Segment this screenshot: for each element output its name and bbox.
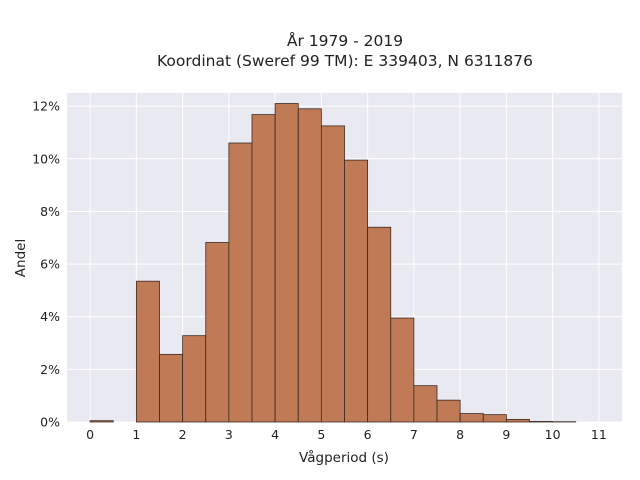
histogram-bar [297,108,322,423]
histogram-bar [135,280,160,423]
histogram-bar [459,413,484,423]
chart-title-line-1: År 1979 - 2019 [287,31,403,50]
y-tick-label: 2% [40,362,60,377]
x-axis-ticks: 0 1 2 3 4 5 6 7 8 9 10 11 [86,427,607,442]
histogram-bar [367,226,392,423]
histogram-bar [320,125,345,423]
y-tick-label: 12% [32,99,60,114]
x-tick-label: 5 [317,427,325,442]
histogram-bar [529,421,554,423]
x-tick-label: 4 [271,427,279,442]
y-tick-label: 10% [32,151,60,166]
x-tick-label: 11 [591,427,607,442]
y-tick-label: 0% [40,415,60,430]
histogram-bar [436,399,461,423]
x-tick-label: 2 [179,427,187,442]
x-tick-label: 3 [225,427,233,442]
x-tick-label: 6 [364,427,372,442]
x-tick-label: 0 [86,427,94,442]
histogram-bar [505,418,530,423]
x-axis-label: Vågperiod (s) [299,449,389,466]
histogram-bar [89,420,114,423]
y-axis-ticks: 0% 2% 4% 6% 8% 10% 12% [32,99,60,430]
x-tick-label: 1 [132,427,140,442]
x-tick-label: 9 [502,427,510,442]
histogram-bar [390,317,415,423]
y-tick-label: 6% [40,257,60,272]
histogram-bar [251,114,276,423]
y-axis-label: Andel [13,239,29,277]
chart-title: År 1979 - 2019 Koordinat (Sweref 99 TM):… [157,31,533,70]
x-tick-label: 7 [410,427,418,442]
histogram-bar [205,242,230,423]
y-tick-label: 4% [40,309,60,324]
chart-title-line-2: Koordinat (Sweref 99 TM): E 339403, N 63… [157,52,533,70]
histogram-bar [482,414,507,423]
histogram-bar [182,335,207,423]
y-tick-label: 8% [40,204,60,219]
x-tick-label: 10 [545,427,561,442]
bars [89,103,577,423]
histogram-bar [159,353,184,423]
histogram-bar [344,159,369,423]
histogram-bar [228,142,253,423]
histogram-bar [274,103,299,423]
histogram-bar [413,385,438,423]
x-tick-label: 8 [456,427,464,442]
